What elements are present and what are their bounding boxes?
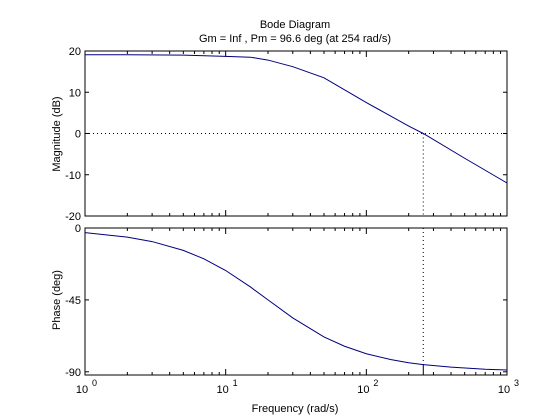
- phase-panel: 0 -45 -90 10 0 10 1 10 2 10 3: [65, 223, 519, 396]
- frequency-tick-exponent: 1: [233, 378, 238, 388]
- magnitude-ytick-label: -20: [65, 211, 81, 223]
- phase-axis-label: Phase (deg): [51, 270, 63, 330]
- chart-subtitle: Gm = Inf , Pm = 96.6 deg (at 254 rad/s): [199, 33, 391, 45]
- magnitude-ytick-label: 10: [69, 87, 81, 99]
- phase-ytick-label: -45: [65, 295, 81, 307]
- phase-curve: [84, 232, 508, 371]
- frequency-axis-label: Frequency (rad/s): [252, 403, 339, 415]
- frequency-tick-label: 10: [498, 384, 510, 396]
- magnitude-ytick-label: 0: [75, 129, 81, 141]
- frequency-tick-label: 10: [217, 384, 229, 396]
- magnitude-ytick-label: 20: [69, 46, 81, 58]
- frequency-tick-label: 10: [76, 384, 88, 396]
- phase-ytick-label: 0: [75, 223, 81, 235]
- magnitude-panel: 20 10 0 -10 -20: [65, 46, 508, 223]
- chart-title: Bode Diagram: [260, 19, 330, 31]
- phase-axes-box: [84, 227, 508, 376]
- frequency-tick-exponent: 3: [514, 378, 519, 388]
- frequency-tick-exponent: 0: [92, 378, 97, 388]
- magnitude-axis-label: Magnitude (dB): [51, 96, 63, 171]
- phase-ytick-label: -90: [65, 367, 81, 379]
- frequency-tick-exponent: 2: [373, 378, 378, 388]
- magnitude-ytick-label: -10: [65, 170, 81, 182]
- frequency-tick-label: 10: [357, 384, 369, 396]
